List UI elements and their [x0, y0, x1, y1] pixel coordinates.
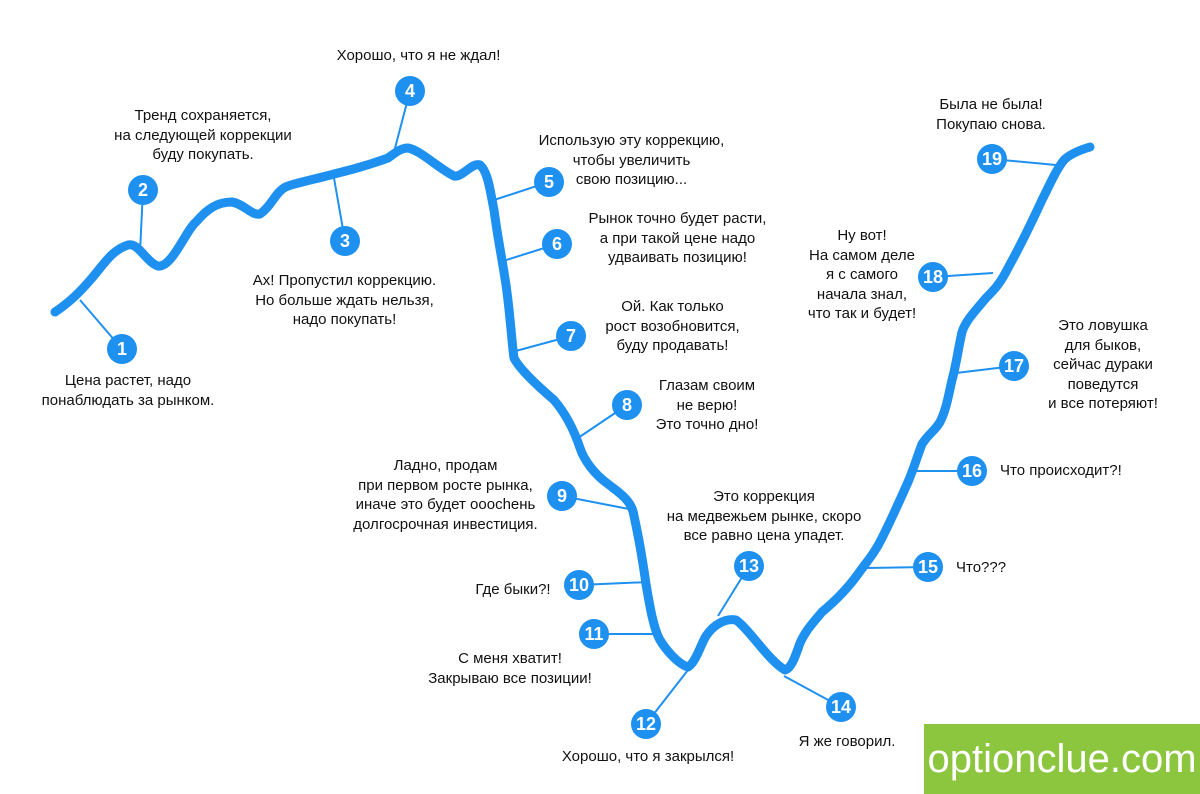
step-marker-14: 14 — [826, 692, 856, 722]
step-label-10: Где быки?! — [475, 581, 551, 598]
step-marker-10: 10 — [564, 570, 594, 600]
step-marker-11: 11 — [579, 619, 609, 649]
price-curve-line — [50, 142, 1095, 675]
step-label-6: Рынок точно будет расти, а при такой цен… — [588, 210, 767, 266]
step-marker-7: 7 — [556, 321, 586, 351]
step-label-11: С меня хватит! Закрываю все позиции! — [428, 650, 592, 687]
step-marker-4: 4 — [395, 76, 425, 106]
brand-logo: optionclue.com — [924, 724, 1200, 794]
step-label-2: Тренд сохраняется, на следующей коррекци… — [114, 107, 292, 163]
step-label-13: Это коррекция на медвежьем рынке, скоро … — [666, 488, 862, 544]
step-marker-19: 19 — [977, 144, 1007, 174]
step-marker-6: 6 — [542, 229, 572, 259]
step-label-4: Хорошо, что я не ждал! — [336, 47, 501, 64]
step-marker-2: 2 — [128, 175, 158, 205]
step-label-19: Была не была! Покупаю снова. — [936, 96, 1046, 133]
step-label-3: Ах! Пропустил коррекцию. Но больше ждать… — [252, 272, 437, 328]
step-marker-16: 16 — [957, 456, 987, 486]
step-marker-3: 3 — [330, 226, 360, 256]
step-label-1: Цена растет, надо понаблюдать за рынком. — [41, 372, 215, 409]
step-label-5: Использую эту коррекцию, чтобы увеличить… — [538, 132, 725, 188]
step-marker-1: 1 — [107, 334, 137, 364]
step-marker-18: 18 — [918, 262, 948, 292]
step-marker-8: 8 — [612, 390, 642, 420]
step-label-16: Что происходит?! — [1000, 462, 1122, 479]
step-marker-5: 5 — [534, 167, 564, 197]
step-marker-15: 15 — [913, 552, 943, 582]
step-label-9: Ладно, продам при первом росте рынка, ин… — [353, 457, 538, 533]
step-marker-13: 13 — [734, 551, 764, 581]
step-label-15: Что??? — [956, 559, 1007, 576]
step-label-8: Глазам своим не верю! Это точно дно! — [655, 377, 759, 433]
step-label-7: Ой. Как только рост возобновится, буду п… — [605, 298, 740, 354]
step-marker-17: 17 — [999, 351, 1029, 381]
step-label-17: Это ловушка для быков, сейчас дураки пов… — [1048, 317, 1158, 412]
step-label-12: Хорошо, что я закрылся! — [561, 748, 735, 765]
step-marker-9: 9 — [547, 481, 577, 511]
step-label-14: Я же говорил. — [798, 733, 896, 750]
step-label-18: Ну вот! На самом деле я с самого начала … — [807, 227, 917, 322]
step-marker-12: 12 — [631, 709, 661, 739]
